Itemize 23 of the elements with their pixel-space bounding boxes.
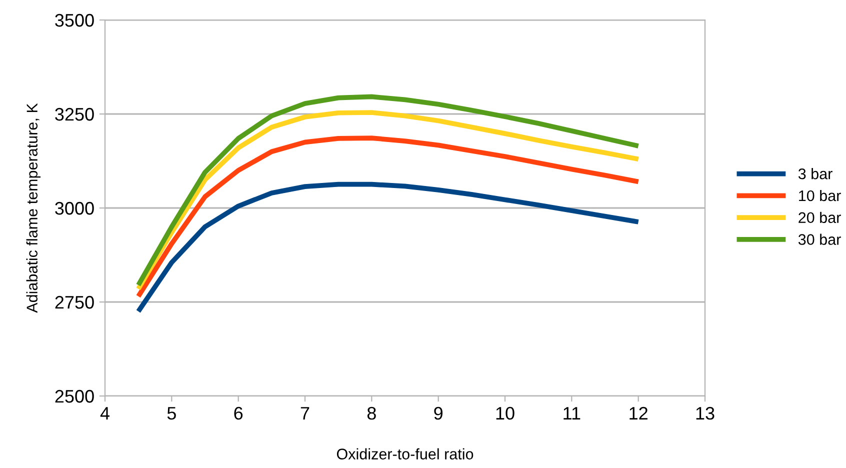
x-tick-label: 9 <box>434 406 442 420</box>
legend-label: 10 bar <box>799 190 841 202</box>
legend-label: 30 bar <box>798 234 841 245</box>
y-tick-label: 2750 <box>55 296 94 309</box>
x-tick-label: 12 <box>630 406 648 420</box>
legend-label: 20 bar <box>798 212 841 224</box>
line-series <box>136 136 641 299</box>
x-tick-label: 11 <box>564 407 580 420</box>
line-series <box>136 182 641 314</box>
y-tick-label: 3500 <box>55 14 94 27</box>
y-tick-label: 2500 <box>55 390 94 403</box>
x-tick-label: 13 <box>696 406 714 420</box>
x-tick-label: 4 <box>100 407 110 420</box>
y-tick-label: 3250 <box>55 108 94 121</box>
x-tick-label: 5 <box>167 407 176 420</box>
x-tick-label: 7 <box>300 407 310 420</box>
x-tick-label: 8 <box>367 406 376 420</box>
x-tick-label: 10 <box>496 406 514 420</box>
legend-label: 3 bar <box>798 168 832 180</box>
y-tick-label: 3000 <box>55 202 94 215</box>
x-tick-label: 6 <box>234 406 243 420</box>
x-axis-title: Oxidizer-to-fuel ratio <box>336 448 474 460</box>
y-axis-title: Adiabatic flame temperature, K <box>26 103 41 313</box>
